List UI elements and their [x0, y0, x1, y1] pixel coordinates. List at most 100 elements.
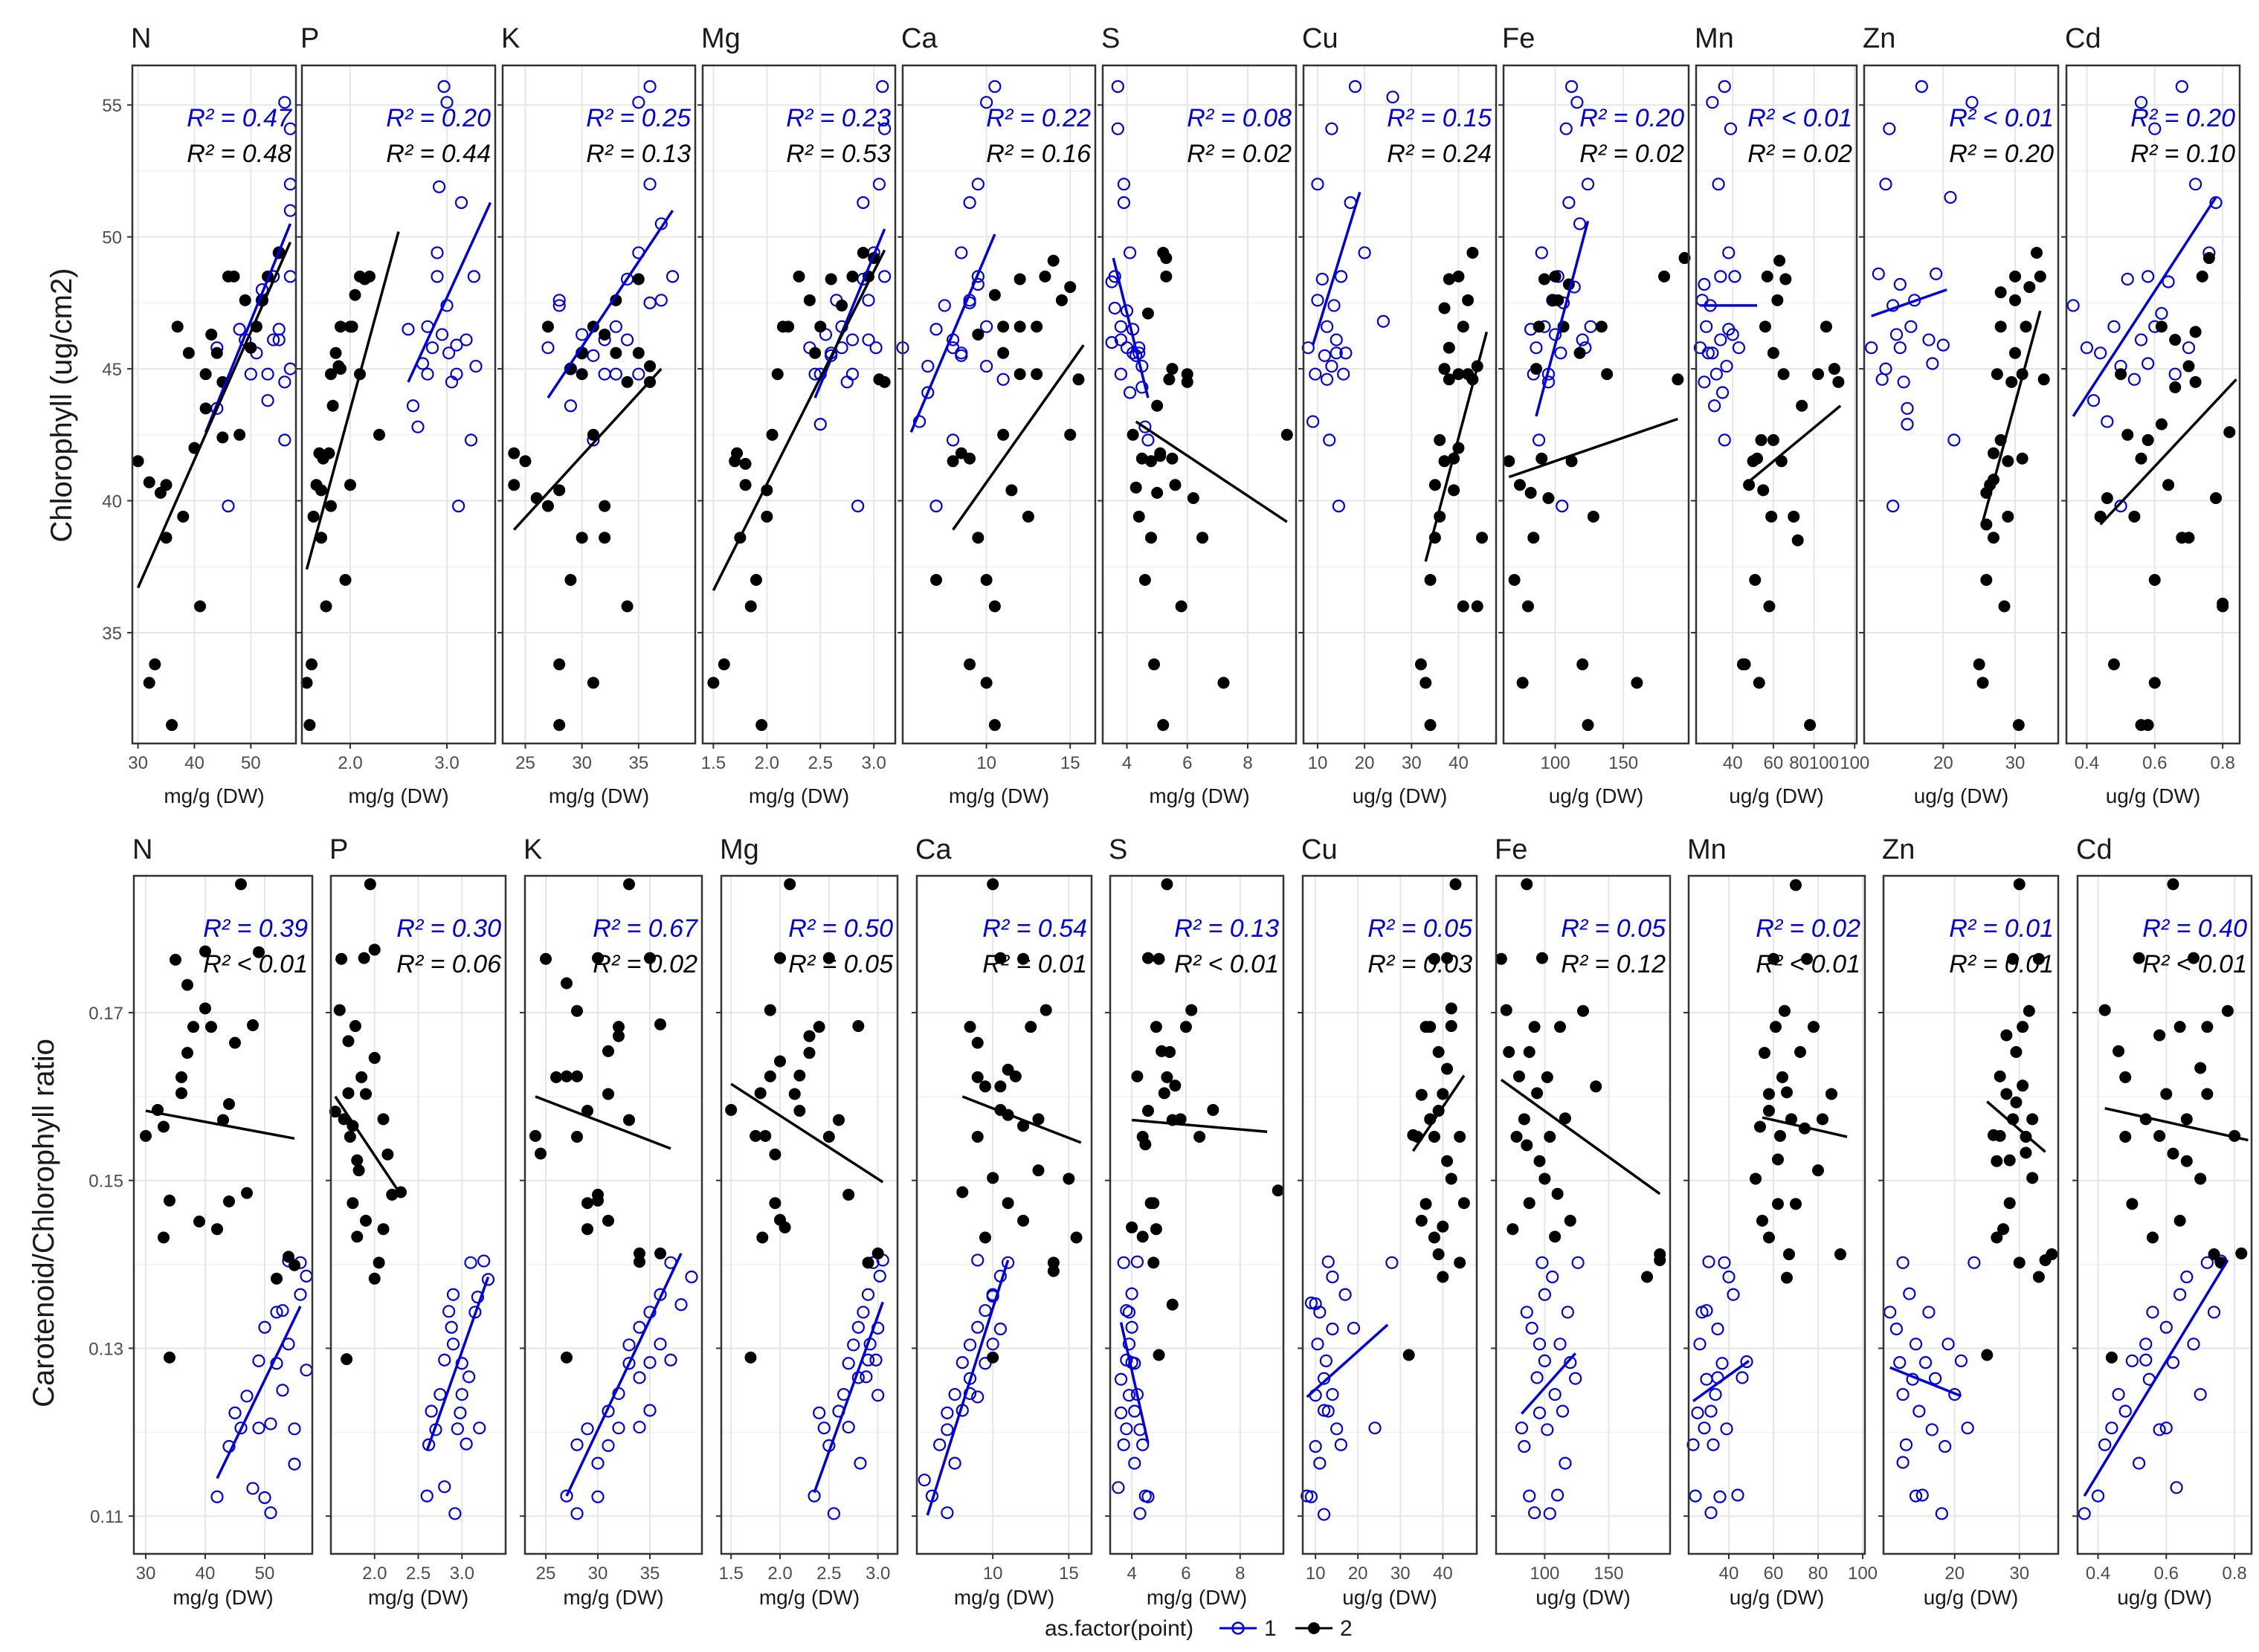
- point-group2: [1528, 1021, 1541, 1033]
- point-group1: [1704, 1506, 1718, 1520]
- point-group2: [1763, 1105, 1775, 1117]
- x-tick-label: 2.0: [755, 753, 779, 773]
- point-group2: [1552, 294, 1564, 306]
- point-group2: [199, 1002, 211, 1015]
- x-tick-label: 15: [1060, 753, 1080, 773]
- panel-border: [1882, 874, 2060, 1555]
- point-group1: [2170, 1481, 2183, 1494]
- point-group1: [261, 367, 274, 381]
- point-group2: [553, 658, 566, 671]
- point-group1: [438, 1480, 451, 1494]
- point-group2: [1415, 1088, 1428, 1101]
- r2-label-group2: R² = 0.06: [396, 950, 501, 978]
- point-group2: [1130, 481, 1142, 494]
- point-group2: [971, 1131, 984, 1143]
- point-group2: [822, 1131, 835, 1143]
- fit-line-group1: [1306, 1323, 1389, 1398]
- point-group2: [1976, 677, 1989, 689]
- point-group2: [1500, 1004, 1512, 1016]
- point-group1: [1311, 294, 1324, 307]
- x-tick-label: 8: [1235, 1564, 1245, 1584]
- point-group2: [1476, 532, 1489, 544]
- point-group2: [621, 375, 634, 388]
- panel-title: N: [131, 23, 151, 54]
- point-group2: [2105, 1351, 2118, 1364]
- point-group1: [1120, 1304, 1133, 1317]
- point-group2: [1161, 1071, 1173, 1083]
- panel-title: Mn: [1687, 834, 1727, 865]
- point-group2: [1441, 952, 1454, 964]
- point-group2: [289, 1259, 300, 1271]
- fit-line-group1: [204, 223, 292, 433]
- point-group2: [602, 1214, 614, 1227]
- point-group1: [2155, 306, 2168, 320]
- point-group1: [876, 80, 889, 93]
- point-group2: [2210, 491, 2223, 504]
- point-group1: [862, 333, 875, 346]
- point-group1: [956, 1356, 969, 1369]
- point-group1: [1347, 1321, 1361, 1335]
- point-group2: [581, 1197, 593, 1210]
- x-tick-label: 150: [1593, 1564, 1623, 1584]
- x-tick-label: 20: [1944, 1564, 1965, 1584]
- fit-line-group1: [1311, 191, 1361, 346]
- point-group1: [425, 341, 439, 355]
- point-group1: [1712, 178, 1725, 191]
- point-group1: [808, 367, 822, 381]
- point-group1: [1358, 246, 1371, 259]
- point-group1: [1915, 1488, 1929, 1502]
- x-tick-label: 2.0: [362, 1564, 387, 1584]
- point-group2: [1980, 573, 1993, 586]
- point-group2: [2221, 1004, 2234, 1017]
- x-axis-label: mg/g (DW): [348, 784, 448, 807]
- point-group1: [2166, 1356, 2180, 1369]
- point-group2: [2020, 1146, 2032, 1159]
- point-group2: [1185, 1004, 1198, 1016]
- point-group1: [2107, 320, 2121, 333]
- panel-border: [1502, 64, 1690, 745]
- fit-line-group2: [1508, 417, 1678, 479]
- point-group2: [181, 1047, 193, 1059]
- point-group2: [1817, 1113, 1828, 1126]
- point-group1: [455, 1387, 468, 1401]
- point-group1: [1138, 420, 1152, 433]
- y-tick-label: 0.17: [88, 1004, 123, 1024]
- x-tick-label: 3.0: [866, 1564, 890, 1584]
- point-group2: [2167, 1147, 2179, 1160]
- point-group2: [341, 1353, 353, 1366]
- point-group1: [2146, 1306, 2159, 1319]
- point-group2: [245, 341, 257, 354]
- panel-title: N: [132, 834, 152, 865]
- point-group2: [1207, 1103, 1219, 1116]
- y-tick-label: 0.11: [90, 1507, 123, 1527]
- point-group2: [576, 368, 588, 381]
- point-group2: [1788, 510, 1800, 523]
- r2-label-group2: R² < 0.01: [1174, 950, 1279, 978]
- x-tick-label: 35: [628, 753, 648, 773]
- x-tick-label: 10: [1306, 1564, 1326, 1584]
- point-group1: [993, 1322, 1007, 1336]
- point-group1: [1718, 80, 1731, 93]
- point-group2: [335, 320, 347, 333]
- point-group2: [964, 658, 976, 671]
- point-group2: [1428, 479, 1441, 491]
- r2-label-group2: R² = 0.01: [982, 950, 1087, 978]
- point-group2: [1812, 1164, 1824, 1177]
- point-group1: [1528, 1506, 1541, 1520]
- x-axis-label: mg/g (DW): [1149, 784, 1249, 807]
- r2-label-group2: R² < 0.01: [203, 950, 308, 978]
- x-tick-label: 150: [1608, 753, 1638, 773]
- point-group2: [360, 1088, 372, 1100]
- fit-line-group2: [2099, 378, 2237, 526]
- point-group1: [1872, 267, 1885, 280]
- point-group2: [199, 368, 212, 381]
- point-group2: [825, 273, 837, 285]
- point-group2: [368, 1272, 381, 1285]
- point-group1: [2094, 346, 2107, 360]
- fit-line-group2: [730, 1082, 884, 1184]
- point-group2: [564, 363, 577, 375]
- point-group2: [553, 484, 566, 497]
- point-group1: [2200, 1256, 2214, 1269]
- point-group1: [454, 1406, 467, 1419]
